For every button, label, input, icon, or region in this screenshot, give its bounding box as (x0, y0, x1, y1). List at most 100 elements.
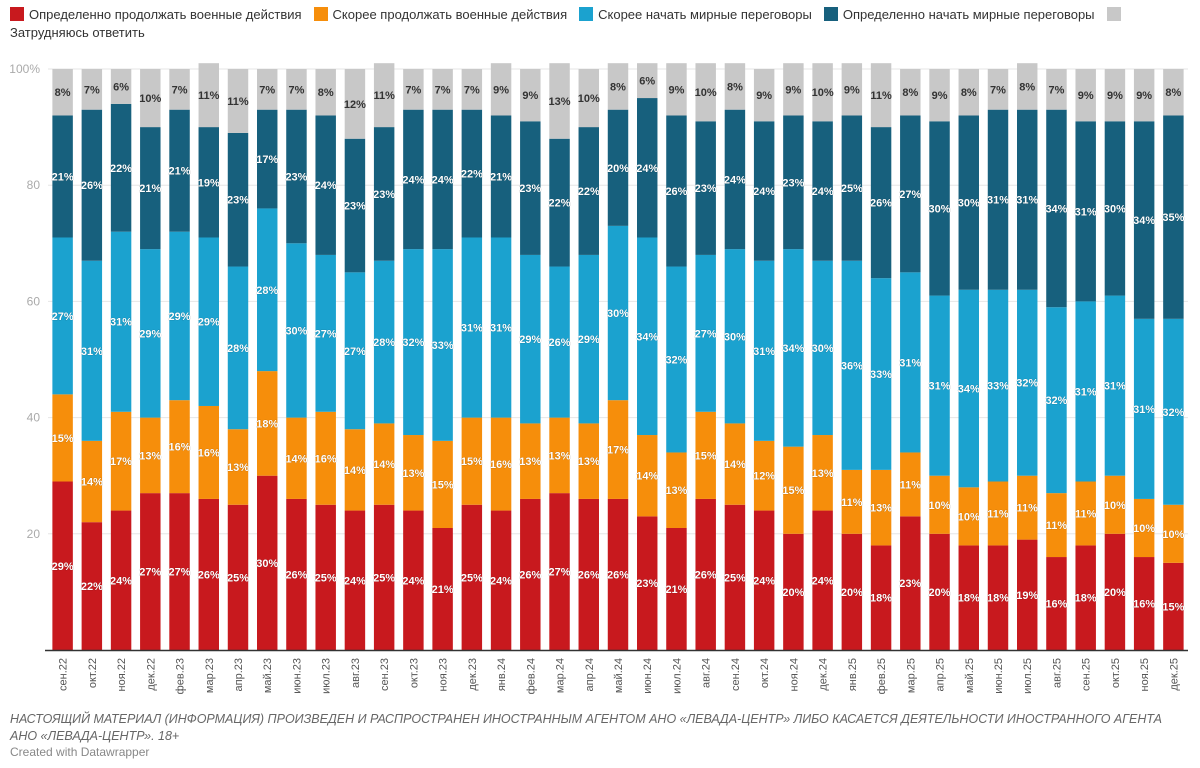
value-label: 26% (870, 198, 892, 210)
bar-segment (1017, 289, 1038, 476)
value-label: 22% (110, 163, 132, 175)
value-label: 24% (753, 186, 775, 198)
value-label: 9% (1078, 90, 1094, 102)
bar-segment (1163, 318, 1184, 505)
bar-segment (227, 504, 249, 650)
bar-segment (520, 254, 541, 424)
value-label: 26% (81, 180, 103, 192)
stacked-bar-chart: 20 40 60 80 100% 29% 15% 27% 21% 8% 22% 14% 31% 26% 7%… (9, 62, 1188, 694)
bar-segment (140, 249, 161, 418)
bar-stack (1017, 63, 1038, 650)
bar-stack (257, 69, 278, 650)
bar-segment (461, 69, 483, 110)
bar-segment (403, 69, 424, 110)
bar-stack (81, 69, 103, 650)
legend-swatch (579, 7, 594, 21)
value-label: 32% (1016, 378, 1038, 390)
value-label: 29% (519, 334, 541, 346)
bar-segment (1017, 539, 1038, 650)
bar-segment (666, 452, 687, 528)
bar-segment (110, 103, 132, 232)
value-label: 25% (315, 572, 337, 584)
value-label: 29% (198, 317, 220, 329)
bar-segment (958, 487, 979, 546)
value-label: 13% (578, 456, 600, 468)
bar-segment (315, 254, 336, 412)
bar-segment (1046, 307, 1067, 494)
bar-segment (900, 69, 921, 116)
bar-segment (1075, 121, 1096, 302)
value-label: 29% (169, 311, 191, 323)
value-label: 11% (227, 96, 249, 108)
bar-segment (257, 371, 278, 476)
x-tick-label: сен.22 (58, 658, 70, 691)
bar-segment (549, 417, 570, 494)
value-label: 10% (812, 87, 834, 99)
x-tick-label: апр.23 (233, 658, 245, 691)
value-label: 21% (665, 584, 687, 596)
x-tick-label: окт.25 (1110, 658, 1122, 688)
bar-segment (110, 411, 132, 511)
value-label: 13% (139, 450, 161, 462)
y-tick-label: 40 (27, 411, 41, 425)
x-tick-label: июн.23 (291, 658, 303, 694)
value-label: 7% (84, 84, 100, 96)
bar-segment (549, 138, 570, 267)
value-label: 30% (724, 331, 746, 343)
bar-stack (490, 63, 512, 650)
bar-stack (578, 69, 599, 650)
value-label: 18% (870, 593, 892, 605)
value-label: 7% (405, 84, 421, 96)
bar-segment (432, 249, 453, 441)
bar-stack (169, 69, 190, 650)
x-tick-label: июн.25 (993, 658, 1005, 694)
bar-segment (929, 295, 950, 476)
bar-segment (666, 527, 687, 650)
bar-segment (198, 405, 219, 499)
value-label: 30% (256, 558, 278, 570)
x-tick-label: мар.23 (204, 658, 216, 693)
value-label: 9% (1107, 90, 1123, 102)
bar-segment (1075, 301, 1096, 482)
value-label: 15% (782, 485, 804, 497)
bar-segment (637, 435, 658, 517)
bar-segment (900, 272, 921, 453)
chart-legend: Определенно продолжать военные действия С… (10, 6, 1190, 42)
value-label: 15% (52, 433, 74, 445)
bar-segment (1163, 115, 1184, 319)
value-label: 10% (1162, 529, 1184, 541)
value-label: 24% (724, 174, 746, 186)
bar-stack (929, 69, 950, 650)
bar-segment (140, 493, 161, 650)
bar-segment (1046, 109, 1067, 308)
bar-segment (490, 417, 512, 511)
x-tick-label: мар.24 (555, 658, 567, 693)
bar-segment (637, 237, 658, 436)
value-label: 28% (227, 343, 249, 355)
bar-segment (900, 115, 921, 273)
value-label: 21% (432, 584, 454, 596)
bar-segment (403, 249, 424, 436)
value-label: 11% (870, 90, 892, 102)
value-label: 30% (1104, 203, 1126, 215)
value-label: 11% (198, 90, 220, 102)
value-label: 31% (987, 195, 1009, 207)
value-label: 34% (782, 343, 804, 355)
bar-segment (520, 121, 541, 255)
bar-segment (1075, 545, 1096, 650)
value-label: 25% (373, 572, 395, 584)
bar-segment (520, 423, 541, 499)
bar-stack (520, 69, 541, 650)
value-label: 31% (753, 346, 775, 358)
value-label: 27% (52, 311, 74, 323)
bar-segment (929, 69, 950, 122)
bar-segment (1104, 295, 1126, 476)
bar-segment (695, 498, 716, 650)
bar-stack (812, 63, 833, 650)
value-label: 23% (782, 177, 804, 189)
bar-segment (1104, 69, 1126, 122)
bar-segment (958, 289, 979, 488)
value-label: 14% (81, 477, 103, 489)
value-label: 6% (113, 81, 129, 93)
bar-segment (1046, 69, 1067, 110)
